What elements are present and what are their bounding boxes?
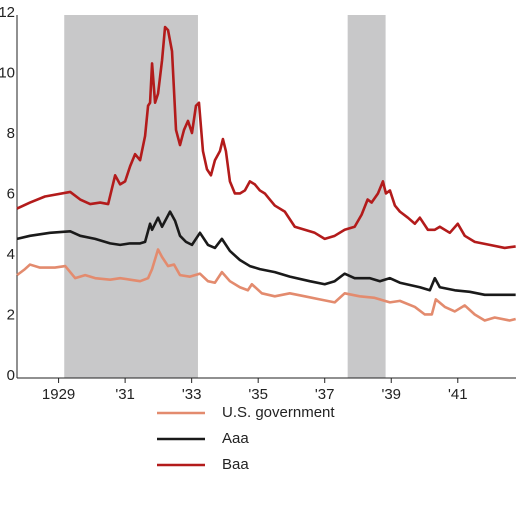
legend-label: U.S. government [222, 404, 335, 421]
recession-band [347, 15, 386, 378]
legend-label: Aaa [222, 430, 249, 447]
y-tick-label: 8 [7, 125, 15, 142]
x-tick-label: '33 [182, 386, 202, 403]
y-tick-label: 4 [7, 246, 15, 263]
x-tick-label: 1929 [42, 386, 75, 403]
x-tick-label: '41 [448, 386, 468, 403]
y-tick-label: 12 [0, 4, 15, 21]
y-tick-label: 6 [7, 185, 15, 202]
x-tick-label: '31 [115, 386, 135, 403]
line-series [16, 25, 516, 250]
x-tick-label: '39 [381, 386, 401, 403]
y-tick-label: 10 [0, 64, 15, 81]
line-series [16, 210, 516, 297]
x-tick-label: '35 [248, 386, 268, 403]
recession-band [64, 15, 198, 378]
x-tick-label: '37 [315, 386, 335, 403]
y-tick-label: 0 [7, 367, 15, 384]
legend-label: Baa [222, 456, 249, 473]
y-tick-label: 2 [7, 306, 15, 323]
line-series [16, 248, 516, 322]
